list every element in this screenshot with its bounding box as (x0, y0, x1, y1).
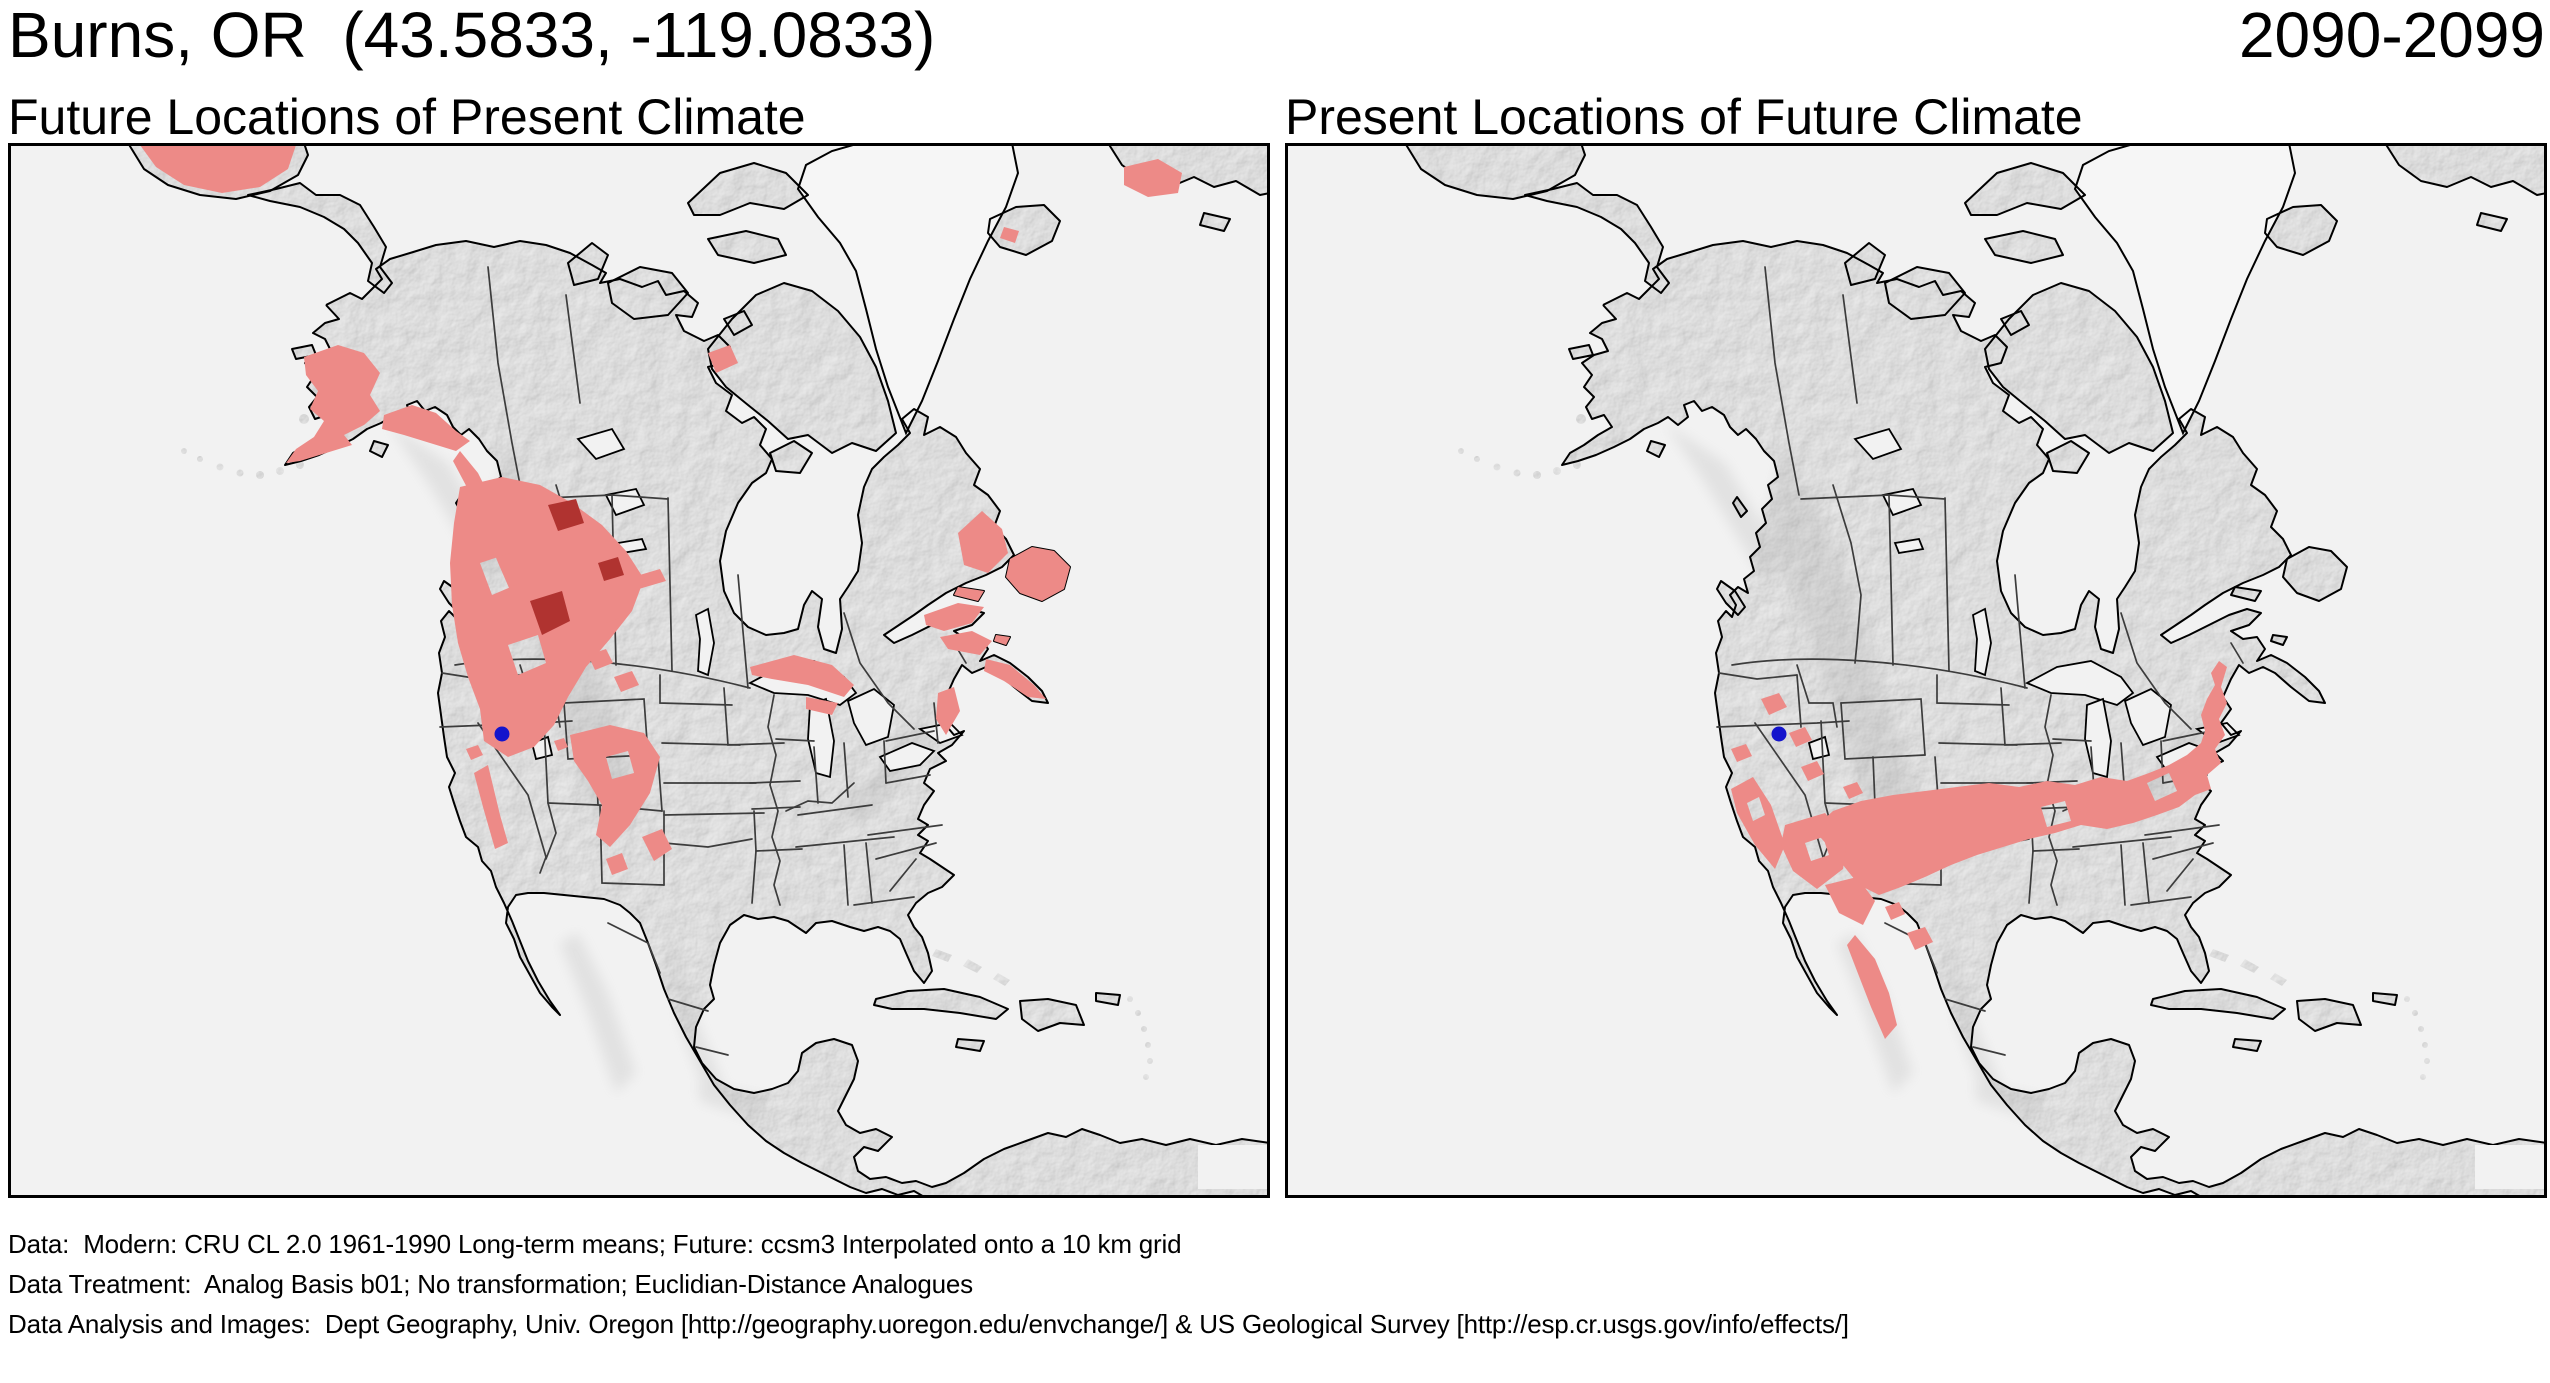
region-pei (994, 635, 1010, 645)
left-map-panel (8, 143, 1270, 1198)
region-baffin (708, 345, 738, 373)
page-title: Burns, OR (43.5833, -119.0833) (8, 0, 936, 71)
analog-regions-left (140, 145, 1182, 875)
region-newfoundland (1006, 547, 1070, 601)
location-marker (1771, 726, 1787, 742)
region-southern-band (1813, 661, 2227, 895)
footer-treatment-line: Data Treatment: Analog Basis b01; No tra… (8, 1269, 973, 1299)
region-new-england (936, 687, 960, 735)
region-west-texas (1885, 902, 1933, 950)
left-panel-title: Future Locations of Present Climate (8, 89, 806, 145)
location-marker (494, 726, 510, 742)
region-alaska-southcoast (382, 405, 470, 451)
region-oregon-idaho-bits (1731, 693, 1863, 799)
region-alaska-delta (286, 345, 380, 463)
period-label: 2090-2099 (2238, 0, 2545, 71)
region-maritimes (984, 659, 1046, 699)
region-gaspe (924, 603, 992, 655)
region-sierra-madre (1847, 935, 1897, 1039)
right-panel-border (1285, 143, 2547, 1198)
region-labrador (958, 511, 1008, 573)
analog-regions-left-dark (530, 499, 624, 635)
region-iceland (1000, 227, 1019, 243)
region-mogollon-nm (1825, 877, 1875, 925)
region-anticosti (954, 587, 984, 601)
footer-notes: Data: Modern: CRU CL 2.0 1961-1990 Long-… (8, 1224, 1849, 1344)
region-utah-colorado (554, 725, 672, 875)
region-utah-arizona (1781, 813, 1847, 889)
region-ne-corner (1124, 159, 1182, 197)
right-panel-title: Present Locations of Future Climate (1285, 89, 2083, 145)
left-panel-border (8, 143, 1270, 1198)
right-map-panel (1285, 143, 2547, 1198)
footer-credits-line: Data Analysis and Images: Dept Geography… (8, 1309, 1849, 1339)
analog-regions-right (1731, 661, 2227, 1039)
region-montana-scatter (588, 569, 666, 692)
region-great-basin (1731, 777, 1785, 869)
region-sierra-nevada (466, 745, 508, 849)
region-lake-superior (750, 655, 854, 715)
region-chukotka (140, 145, 296, 193)
footer-data-line: Data: Modern: CRU CL 2.0 1961-1990 Long-… (8, 1229, 1182, 1259)
